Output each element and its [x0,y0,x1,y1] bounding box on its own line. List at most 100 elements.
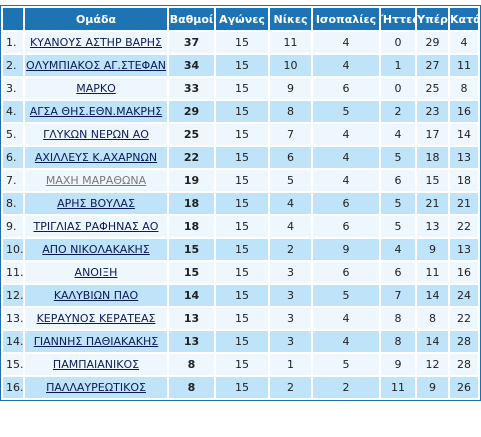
wins-cell: 4 [270,216,311,237]
losses-cell: 11 [381,377,415,398]
goals-against-cell: 21 [450,193,478,214]
losses-cell: 5 [381,147,415,168]
losses-cell: 6 [381,262,415,283]
goals-against-cell: 16 [450,262,478,283]
team-link[interactable]: ΑΡΗΣ ΒΟΥΛΑΣ [57,197,135,210]
points-cell: 18 [169,216,214,237]
points-cell: 25 [169,124,214,145]
draws-cell: 6 [313,262,379,283]
position-cell: 5. [3,124,23,145]
team-link[interactable]: ΤΡΙΓΛΙΑΣ ΡΑΦΗΝΑΣ ΑΟ [33,220,159,233]
goals-against-cell: 8 [450,78,478,99]
team-link[interactable]: ΚΕΡΑΥΝΟΣ ΚΕΡΑΤΕΑΣ [36,312,156,325]
team-link[interactable]: ΚΑΛΥΒΙΩΝ ΠΑΟ [53,289,139,302]
header-played: Αγώνες [216,8,268,30]
wins-cell: 3 [270,285,311,306]
goals-for-cell: 17 [417,124,448,145]
played-cell: 15 [216,354,268,375]
goals-for-cell: 29 [417,32,448,53]
draws-cell: 4 [313,170,379,191]
table-row: 8. ΑΡΗΣ ΒΟΥΛΑΣ 18 15 4 6 5 21 21 [3,193,478,214]
played-cell: 15 [216,285,268,306]
position-cell: 3. [3,78,23,99]
wins-cell: 10 [270,55,311,76]
header-draws: Ισοπαλίες [313,8,379,30]
played-cell: 15 [216,147,268,168]
draws-cell: 6 [313,216,379,237]
played-cell: 15 [216,32,268,53]
goals-against-cell: 4 [450,32,478,53]
wins-cell: 5 [270,170,311,191]
draws-cell: 4 [313,124,379,145]
team-cell: ΟΛΥΜΠΙΑΚΟΣ ΑΓ.ΣΤΕΦΑΝ [25,55,167,76]
points-cell: 14 [169,285,214,306]
header-goals-against: Κατά [450,8,478,30]
table-row: 11. ΑΝΟΙΞΗ 15 15 3 6 6 11 16 [3,262,478,283]
goals-against-cell: 14 [450,124,478,145]
position-cell: 7. [3,170,23,191]
goals-against-cell: 24 [450,285,478,306]
losses-cell: 7 [381,285,415,306]
team-link[interactable]: ΜΑΧΗ ΜΑΡΑΘΩΝΑ [45,174,147,187]
team-link[interactable]: ΜΑΡΚΟ [76,82,116,95]
goals-for-cell: 12 [417,354,448,375]
position-cell: 4. [3,101,23,122]
goals-against-cell: 13 [450,147,478,168]
played-cell: 15 [216,124,268,145]
draws-cell: 4 [313,147,379,168]
goals-against-cell: 16 [450,101,478,122]
team-cell: ΓΙΑΝΝΗΣ ΠΑΘΙΑΚΑΚΗΣ [25,331,167,352]
team-link[interactable]: ΟΛΥΜΠΙΑΚΟΣ ΑΓ.ΣΤΕΦΑΝ [26,59,166,72]
header-goals-for: Υπέρ [417,8,448,30]
wins-cell: 1 [270,354,311,375]
losses-cell: 0 [381,32,415,53]
goals-for-cell: 23 [417,101,448,122]
goals-for-cell: 25 [417,78,448,99]
team-link[interactable]: ΓΙΑΝΝΗΣ ΠΑΘΙΑΚΑΚΗΣ [33,335,159,348]
wins-cell: 3 [270,262,311,283]
losses-cell: 1 [381,55,415,76]
points-cell: 15 [169,239,214,260]
goals-against-cell: 22 [450,216,478,237]
points-cell: 37 [169,32,214,53]
goals-for-cell: 9 [417,239,448,260]
position-cell: 2. [3,55,23,76]
table-row: 6. ΑΧΙΛΛΕΥΣ Κ.ΑΧΑΡΝΩΝ 22 15 6 4 5 18 13 [3,147,478,168]
team-link[interactable]: ΑΠΟ ΝΙΚΟΛΑΚΑΚΗΣ [42,243,150,256]
team-link[interactable]: ΠΑΜΠΑΙΑΝΙΚΟΣ [52,358,140,371]
losses-cell: 9 [381,354,415,375]
goals-against-cell: 22 [450,308,478,329]
team-link[interactable]: ΓΛΥΚΩΝ ΝΕΡΩΝ ΑΟ [43,128,149,141]
losses-cell: 4 [381,239,415,260]
team-link[interactable]: ΚΥΑΝΟΥΣ ΑΣΤΗΡ ΒΑΡΗΣ [29,36,163,49]
team-link[interactable]: ΑΓΣΑ ΘΗΣ.ΕΘΝ.ΜΑΚΡΗΣ [29,105,163,118]
goals-for-cell: 14 [417,331,448,352]
points-cell: 22 [169,147,214,168]
table-row: 4. ΑΓΣΑ ΘΗΣ.ΕΘΝ.ΜΑΚΡΗΣ 29 15 8 5 2 23 16 [3,101,478,122]
team-cell: ΚΑΛΥΒΙΩΝ ΠΑΟ [25,285,167,306]
played-cell: 15 [216,216,268,237]
wins-cell: 2 [270,377,311,398]
team-link[interactable]: ΑΧΙΛΛΕΥΣ Κ.ΑΧΑΡΝΩΝ [34,151,158,164]
team-link[interactable]: ΑΝΟΙΞΗ [74,266,118,279]
losses-cell: 5 [381,216,415,237]
position-cell: 13. [3,308,23,329]
team-cell: ΜΑΡΚΟ [25,78,167,99]
header-position [3,8,23,30]
header-row: Ομάδα Βαθμοί Αγώνες Νίκες Ισοπαλίες Ήττε… [3,8,478,30]
table-row: 14. ΓΙΑΝΝΗΣ ΠΑΘΙΑΚΑΚΗΣ 13 15 3 4 8 14 28 [3,331,478,352]
header-team: Ομάδα [25,8,167,30]
team-link[interactable]: ΠΑΛΛΑΥΡΕΩΤΙΚΟΣ [46,381,146,394]
wins-cell: 7 [270,124,311,145]
goals-for-cell: 15 [417,170,448,191]
goals-for-cell: 21 [417,193,448,214]
wins-cell: 6 [270,147,311,168]
table-row: 15. ΠΑΜΠΑΙΑΝΙΚΟΣ 8 15 1 5 9 12 28 [3,354,478,375]
draws-cell: 6 [313,78,379,99]
team-cell: ΑΧΙΛΛΕΥΣ Κ.ΑΧΑΡΝΩΝ [25,147,167,168]
team-cell: ΠΑΛΛΑΥΡΕΩΤΙΚΟΣ [25,377,167,398]
played-cell: 15 [216,193,268,214]
wins-cell: 11 [270,32,311,53]
points-cell: 19 [169,170,214,191]
position-cell: 14. [3,331,23,352]
